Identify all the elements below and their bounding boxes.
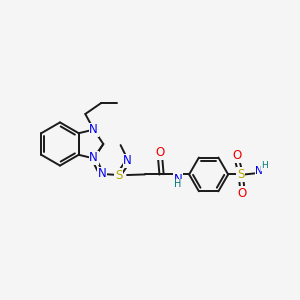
- Text: N: N: [256, 166, 263, 176]
- Text: O: O: [155, 146, 165, 159]
- Text: N: N: [89, 123, 98, 136]
- Text: O: O: [238, 187, 247, 200]
- Text: N: N: [89, 151, 98, 164]
- Text: H: H: [174, 179, 182, 189]
- Text: H: H: [261, 161, 268, 170]
- Text: N: N: [174, 173, 182, 186]
- Text: N: N: [123, 154, 132, 167]
- Text: N: N: [98, 167, 106, 180]
- Text: S: S: [115, 169, 122, 182]
- Text: S: S: [237, 168, 244, 181]
- Text: O: O: [232, 149, 242, 162]
